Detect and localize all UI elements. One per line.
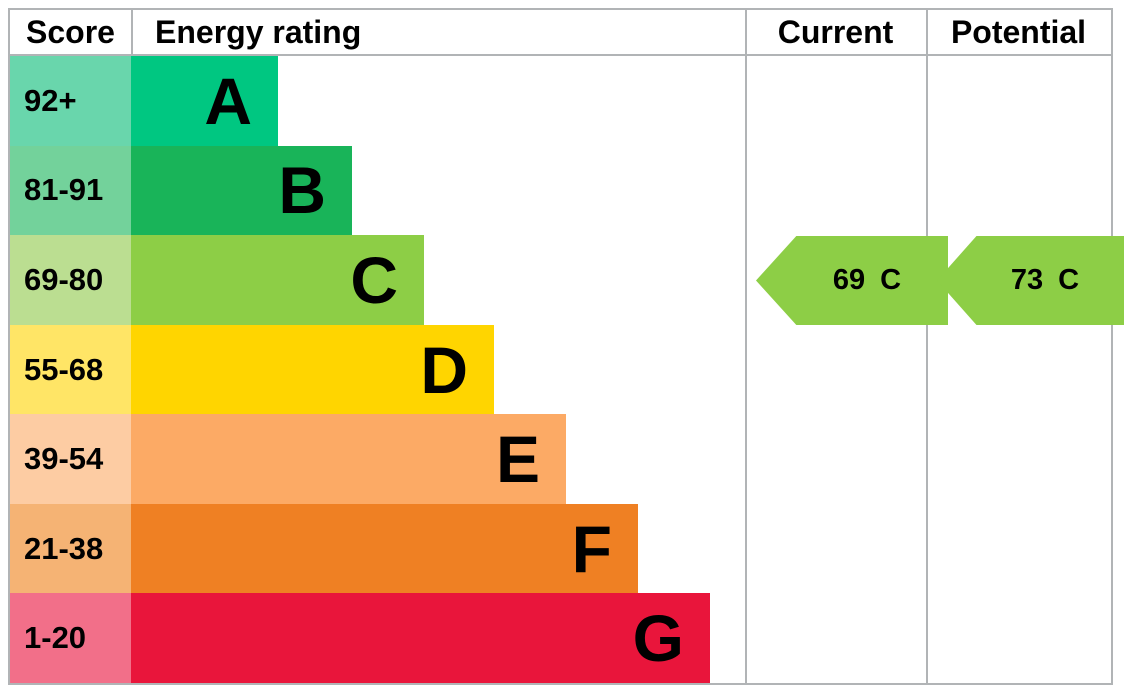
header-energy-rating-label: Energy rating xyxy=(155,13,362,50)
band-row: 69-80 C xyxy=(10,235,745,325)
band-row: 1-20 G xyxy=(10,593,745,684)
header-current-label: Current xyxy=(777,13,894,50)
band-letter: D xyxy=(420,332,468,407)
header-energy-rating: Energy rating xyxy=(131,10,745,54)
score-label: 69-80 xyxy=(24,261,104,297)
band-bar: F xyxy=(131,503,638,594)
header-score: Score xyxy=(10,10,131,54)
score-cell: 55-68 xyxy=(10,324,131,415)
band-letter: F xyxy=(571,511,612,586)
band-row: 21-38 F xyxy=(10,503,745,594)
band-letter: C xyxy=(350,242,398,317)
header-current: Current xyxy=(745,10,926,54)
score-cell: 39-54 xyxy=(10,414,131,504)
column-divider-potential xyxy=(926,10,928,683)
band-row: 92+ A xyxy=(10,56,745,146)
header-potential-label: Potential xyxy=(950,13,1087,50)
header-potential: Potential xyxy=(926,10,1111,54)
band-bar: G xyxy=(131,593,710,684)
score-cell: 21-38 xyxy=(10,503,131,594)
score-label: 81-91 xyxy=(24,172,104,208)
band-bar: A xyxy=(131,56,278,146)
epc-table: Score Energy rating Current Potential 92… xyxy=(8,8,1113,685)
arrow-value: 73 xyxy=(1010,264,1044,296)
band-bar: B xyxy=(131,145,352,236)
band-rows: 92+ A 81-91 B 69-80 C 55-68 D 39-54 E xyxy=(10,56,745,684)
band-letter: A xyxy=(204,63,252,138)
score-cell: 92+ xyxy=(10,56,131,146)
column-divider-current xyxy=(745,10,747,683)
current-arrow: 69 C xyxy=(756,236,948,325)
band-bar: C xyxy=(131,235,424,325)
band-bar: E xyxy=(131,414,566,504)
band-letter: G xyxy=(632,601,684,676)
arrow-value: 69 xyxy=(832,264,866,296)
score-cell: 81-91 xyxy=(10,145,131,236)
score-label: 39-54 xyxy=(24,441,104,477)
score-label: 92+ xyxy=(24,82,77,118)
score-cell: 69-80 xyxy=(10,235,131,325)
score-cell: 1-20 xyxy=(10,593,131,684)
band-row: 81-91 B xyxy=(10,145,745,236)
score-label: 1-20 xyxy=(24,620,87,656)
band-bar: D xyxy=(131,324,494,415)
score-label: 55-68 xyxy=(24,351,104,387)
band-row: 55-68 D xyxy=(10,324,745,415)
header-score-label: Score xyxy=(26,13,115,50)
score-label: 21-38 xyxy=(24,530,104,566)
arrow-letter: C xyxy=(1058,264,1080,296)
band-letter: B xyxy=(278,153,326,228)
band-letter: E xyxy=(495,422,540,497)
table-header: Score Energy rating Current Potential xyxy=(10,10,1111,56)
potential-arrow: 73 C xyxy=(937,236,1124,325)
arrow-letter: C xyxy=(880,264,902,296)
band-row: 39-54 E xyxy=(10,414,745,504)
